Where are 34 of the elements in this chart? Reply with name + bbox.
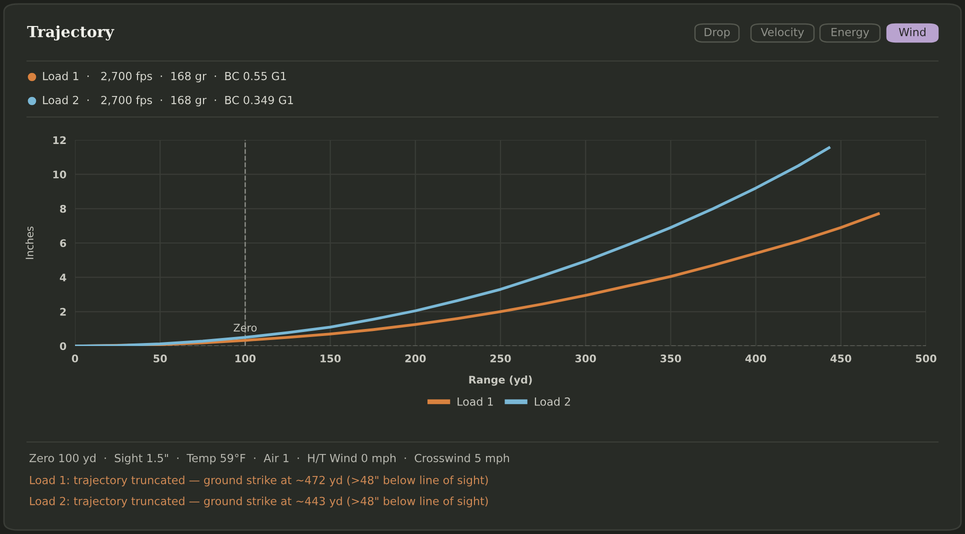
x-tick-label: 50 <box>154 354 167 362</box>
y-tick-label: 2 <box>60 308 66 316</box>
y-tick-label: 12 <box>53 136 66 144</box>
y-tick-label: 10 <box>53 170 66 178</box>
line-series <box>75 146 830 346</box>
x-tick-label: 100 <box>236 354 256 362</box>
x-tick-label: 450 <box>830 354 852 362</box>
x-tick-label: 150 <box>320 354 341 362</box>
x-tick-label: 0 <box>72 354 78 362</box>
x-axis-title: Range (yd) <box>469 376 532 386</box>
text: Velocity <box>760 28 804 38</box>
y-tick-label: 8 <box>60 204 66 213</box>
text: Load 1 · 2,700 fps · 168 gr · BC 0.55 G1 <box>43 72 286 82</box>
text: Energy <box>832 28 870 38</box>
legend-label: Load 1 <box>458 397 493 406</box>
x-tick-label: 250 <box>490 354 511 362</box>
y-tick-label: 4 <box>60 274 66 282</box>
text: Zero 100 yd · Sight 1.5" · Temp 59°F · Air 1 · H/T Wind 0 mph · Crosswind 5 mph <box>30 454 509 464</box>
x-tick-label: 350 <box>660 354 682 362</box>
chart-title: Trajectory <box>27 26 114 40</box>
x-tick-label: 500 <box>916 354 936 362</box>
x-tick-label: 400 <box>745 354 766 362</box>
y-axis-title: Inches <box>25 226 34 259</box>
y-tick-label: 0 <box>60 342 66 350</box>
y-tick-label: 6 <box>60 239 66 248</box>
x-tick-label: 200 <box>405 354 426 362</box>
text: Load 2 · 2,700 fps · 168 gr · BC 0.349 G1 <box>43 96 293 106</box>
x-tick-label: 300 <box>575 354 596 362</box>
text: Drop <box>704 28 730 38</box>
text: Load 1: trajectory truncated — ground strike at ~472 yd (>48" below line of sight) <box>30 476 488 486</box>
text: Wind <box>898 28 926 36</box>
legend-label: Load 2 <box>534 397 570 406</box>
ref-line-label: Zero <box>234 324 257 332</box>
text: Load 2: trajectory truncated — ground strike at ~443 yd (>48" below line of sight) <box>30 496 488 508</box>
